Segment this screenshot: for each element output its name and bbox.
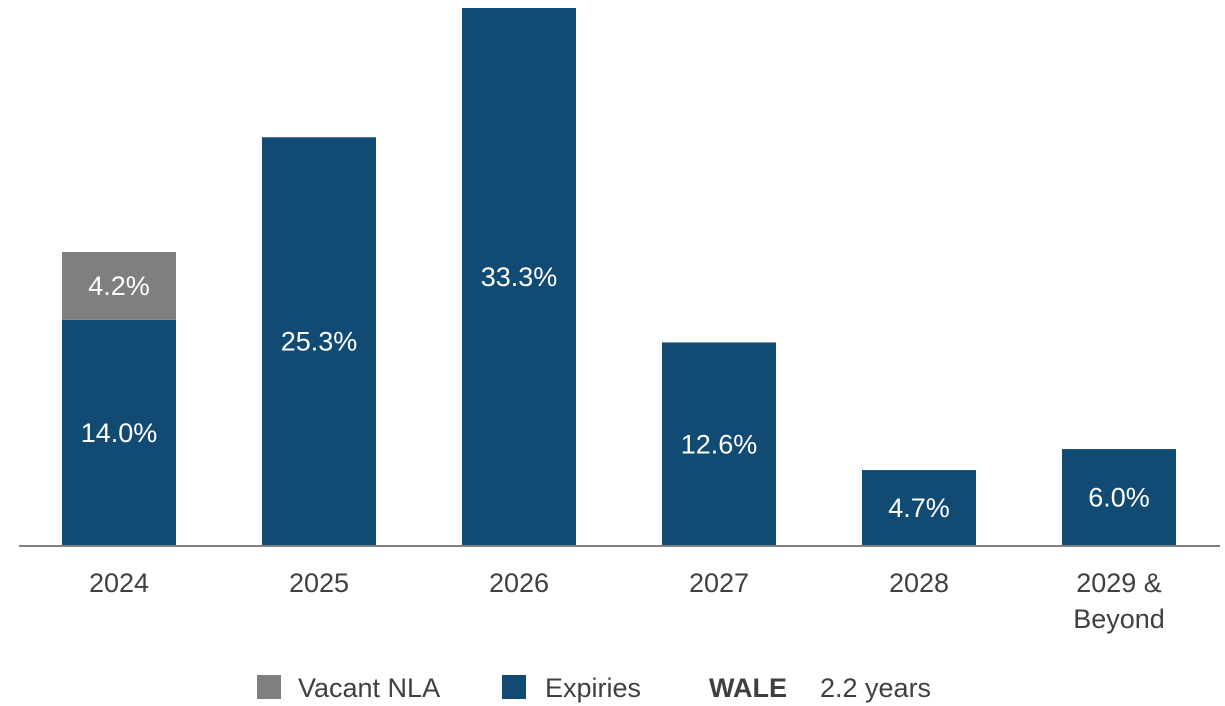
bar-segment: [262, 137, 376, 546]
bar-segment: [462, 8, 576, 546]
legend-label: Expiries: [545, 673, 642, 703]
bar-segment: [662, 342, 776, 546]
legend-label: Vacant NLA: [298, 673, 441, 703]
value-label: 6.0%: [1088, 483, 1150, 513]
bar-segment: [62, 319, 176, 546]
value-label: 12.6%: [681, 429, 758, 459]
bar-segment: [862, 470, 976, 546]
x-tick-label: 2026: [488, 568, 550, 598]
value-label: 33.3%: [481, 262, 558, 292]
x-tick-label: 2025: [288, 568, 350, 598]
x-tick-label: 2029 & Beyond: [1073, 568, 1165, 634]
legend-swatch: [257, 675, 281, 699]
value-label: 4.2%: [88, 271, 150, 301]
value-label: 25.3%: [281, 327, 358, 357]
value-label: 14.0%: [81, 418, 158, 448]
bar-segment: [1062, 449, 1176, 546]
x-tick-label: 2027: [688, 568, 750, 598]
bar-segment: [62, 251, 176, 320]
x-tick-label: 2028: [888, 568, 950, 598]
value-label: 4.7%: [888, 493, 950, 523]
annotation-text: 2.2 years: [820, 673, 932, 703]
annotation-label: WALE: [709, 673, 787, 703]
legend-swatch: [502, 675, 526, 699]
x-tick-label: 2024: [88, 568, 150, 598]
